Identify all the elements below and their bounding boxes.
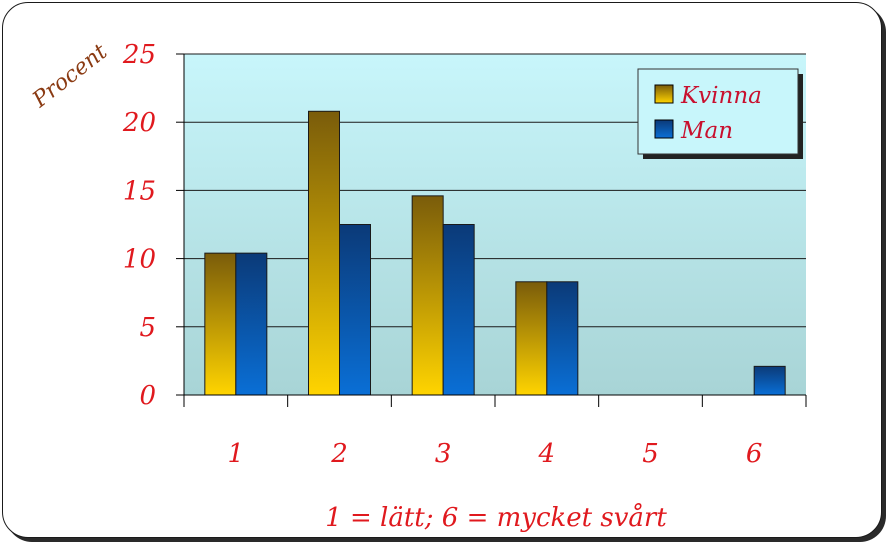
bars (204, 110, 786, 396)
y-tick-label: 0 (139, 381, 156, 411)
legend-box (637, 68, 799, 155)
bar-man-4 (546, 281, 579, 396)
legend-swatch-man (654, 119, 674, 139)
x-tick-labels: 1 2 3 4 5 6 (228, 439, 763, 469)
x-tick-label: 4 (538, 439, 556, 469)
bar-man-1 (235, 252, 268, 396)
bar-kvinna-1 (204, 252, 237, 396)
y-tick-label: 5 (139, 313, 156, 343)
bar-man-6 (753, 365, 786, 396)
bar-kvinna-4 (515, 281, 548, 396)
axes (183, 54, 807, 407)
legend: Kvinna Man (637, 68, 803, 159)
y-tick-label: 15 (123, 176, 156, 206)
y-tick-labels: 0 5 10 15 20 25 (122, 40, 156, 411)
x-axis-label: 1 = lätt; 6 = mycket svårt (325, 502, 667, 533)
y-tick-label: 25 (122, 40, 156, 70)
x-tick-label: 3 (435, 439, 452, 469)
bar-man-3 (442, 224, 475, 396)
x-tick-label: 6 (746, 439, 763, 469)
legend-swatch-kvinna (654, 84, 674, 104)
x-tick-label: 5 (642, 439, 659, 469)
y-tick-label: 10 (123, 245, 156, 275)
x-tick-label: 2 (330, 439, 348, 469)
y-tick-label: 20 (122, 108, 156, 138)
x-tick-label: 1 (228, 439, 245, 469)
bar-kvinna-3 (411, 195, 444, 396)
bar-kvinna-2 (308, 110, 340, 396)
legend-label-kvinna: Kvinna (680, 83, 762, 109)
legend-label-man: Man (680, 118, 733, 144)
bar-man-2 (339, 224, 371, 396)
y-axis-label: Procent (28, 39, 113, 113)
